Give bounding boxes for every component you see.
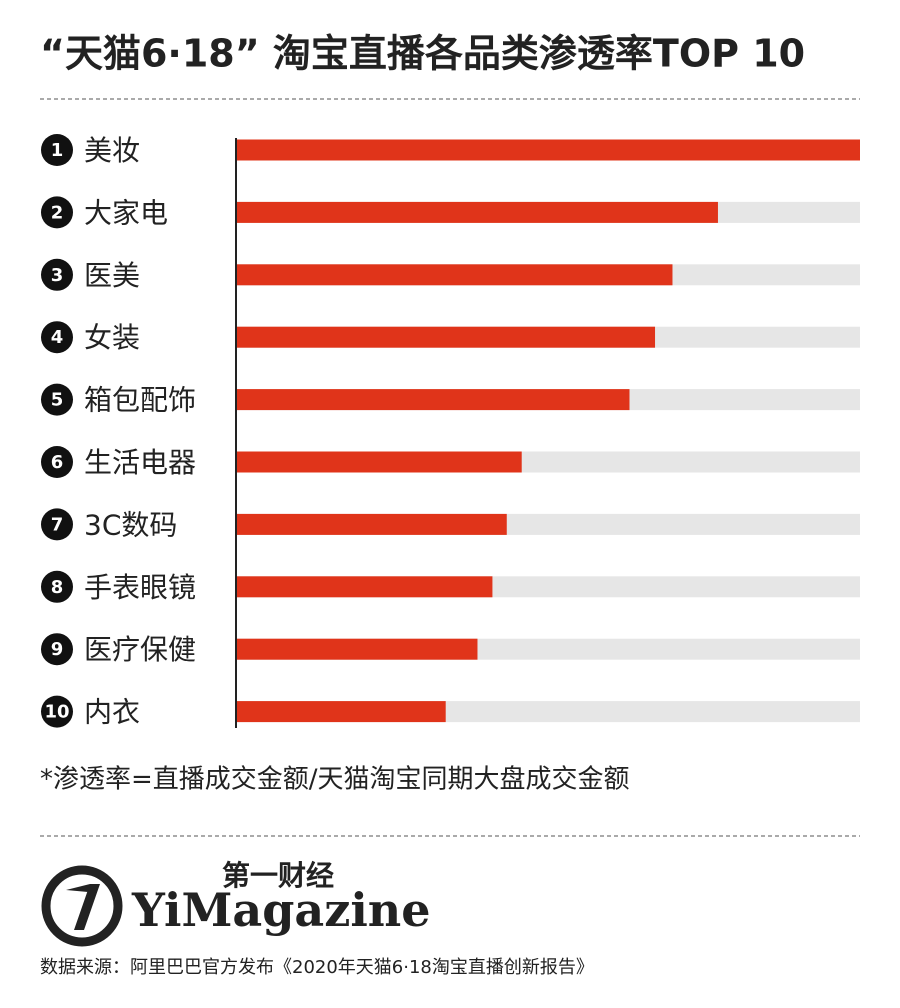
rank-badge (41, 134, 73, 166)
category-label: 生活电器 (84, 446, 196, 479)
rank: 8 (51, 577, 64, 598)
category-label: 3C数码 (84, 508, 177, 541)
rank: 10 (44, 702, 69, 723)
rank-badge (41, 321, 73, 354)
rank-badge (41, 570, 73, 603)
bar (237, 264, 673, 286)
logo-mark (66, 884, 100, 930)
category-label: 手表眼镜 (84, 571, 196, 604)
rank-badge (41, 258, 73, 291)
bar (237, 389, 630, 411)
bar (237, 451, 522, 473)
category-label: 内衣 (84, 696, 140, 729)
rank: 5 (51, 390, 64, 411)
category-label: 箱包配饰 (84, 384, 196, 417)
source: 数据来源：阿里巴巴官方发布《2020年天猫6·18淘宝直播创新报告》 (40, 957, 594, 978)
logo: 第一财经 YiMagazine (41, 859, 431, 947)
rank: 7 (51, 514, 64, 535)
rank: 4 (51, 327, 64, 348)
chart-title: “天猫6·18” 淘宝直播各品类渗透率TOP 10 (40, 32, 805, 76)
bar (237, 638, 478, 660)
bar (237, 139, 860, 161)
bar (237, 576, 493, 598)
logo-cn: 第一财经 (222, 859, 334, 892)
rank-badge (41, 446, 73, 478)
rank: 6 (51, 452, 64, 473)
rank-badge (41, 633, 73, 666)
category-label: 医美 (84, 259, 140, 292)
category-label: 大家电 (84, 196, 168, 229)
bar (237, 201, 718, 223)
bar (237, 513, 507, 535)
note: *渗透率=直播成交金额/天猫淘宝同期大盘成交金额 (40, 765, 630, 795)
rank: 1 (51, 140, 64, 161)
category-label: 美妆 (84, 134, 140, 167)
logo-en: YiMagazine (131, 883, 431, 937)
bar (237, 326, 656, 348)
rank-badge (41, 508, 73, 541)
rank-badge (41, 383, 73, 416)
rank: 9 (51, 639, 64, 660)
category-label: 女装 (84, 321, 140, 354)
rank: 3 (51, 265, 64, 286)
logo-ring (41, 865, 123, 947)
rank-badge (41, 695, 73, 728)
category-label: 医疗保健 (84, 633, 196, 666)
rank-badge (41, 196, 73, 229)
bar (237, 701, 446, 723)
rank: 2 (51, 202, 64, 223)
